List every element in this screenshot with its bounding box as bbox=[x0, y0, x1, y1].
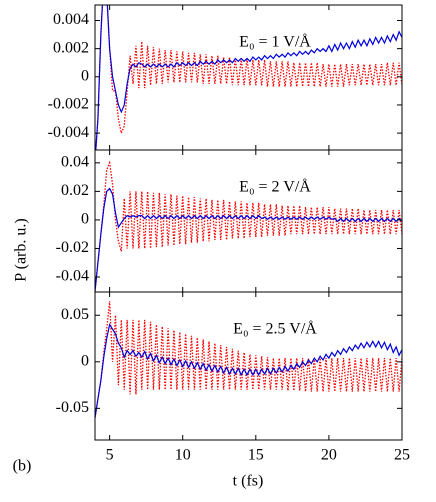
data-line bbox=[95, 323, 402, 418]
data-line bbox=[95, 5, 402, 150]
y-tick-label: -0.02 bbox=[56, 239, 89, 256]
x-axis-label: t (fs) bbox=[233, 473, 264, 490]
y-tick-label: 0.05 bbox=[61, 306, 89, 323]
y-tick-label: 0 bbox=[81, 211, 89, 228]
x-tick-label: 10 bbox=[175, 447, 191, 464]
x-tick-label: 5 bbox=[106, 447, 114, 464]
y-tick-label: 0 bbox=[81, 352, 89, 369]
x-tick-label: 15 bbox=[248, 447, 264, 464]
y-tick-label: -0.05 bbox=[56, 399, 89, 416]
y-tick-label: -0.002 bbox=[48, 96, 89, 113]
data-line bbox=[95, 5, 402, 150]
annotation: E₀ = 1 V/Å bbox=[239, 33, 311, 51]
y-tick-label: -0.004 bbox=[48, 124, 89, 141]
data-line bbox=[95, 301, 402, 418]
data-line bbox=[95, 187, 402, 292]
annotation: E₀ = 2 V/Å bbox=[239, 178, 311, 196]
y-tick-label: 0 bbox=[81, 67, 89, 84]
data-line bbox=[95, 160, 402, 292]
y-tick-label: 0.004 bbox=[53, 11, 89, 28]
annotation: E₀ = 2.5 V/Å bbox=[233, 320, 317, 338]
plot-frame bbox=[94, 291, 403, 441]
y-tick-label: 0.04 bbox=[61, 154, 89, 171]
y-tick-label: 0.02 bbox=[61, 182, 89, 199]
x-tick-label: 20 bbox=[321, 447, 337, 464]
y-tick-label: 0.002 bbox=[53, 39, 89, 56]
y-axis-label: P (arb. u.) bbox=[13, 218, 30, 281]
y-tick-label: -0.04 bbox=[56, 268, 89, 285]
x-tick-label: 25 bbox=[394, 447, 410, 464]
panel-label: (b) bbox=[13, 458, 32, 475]
